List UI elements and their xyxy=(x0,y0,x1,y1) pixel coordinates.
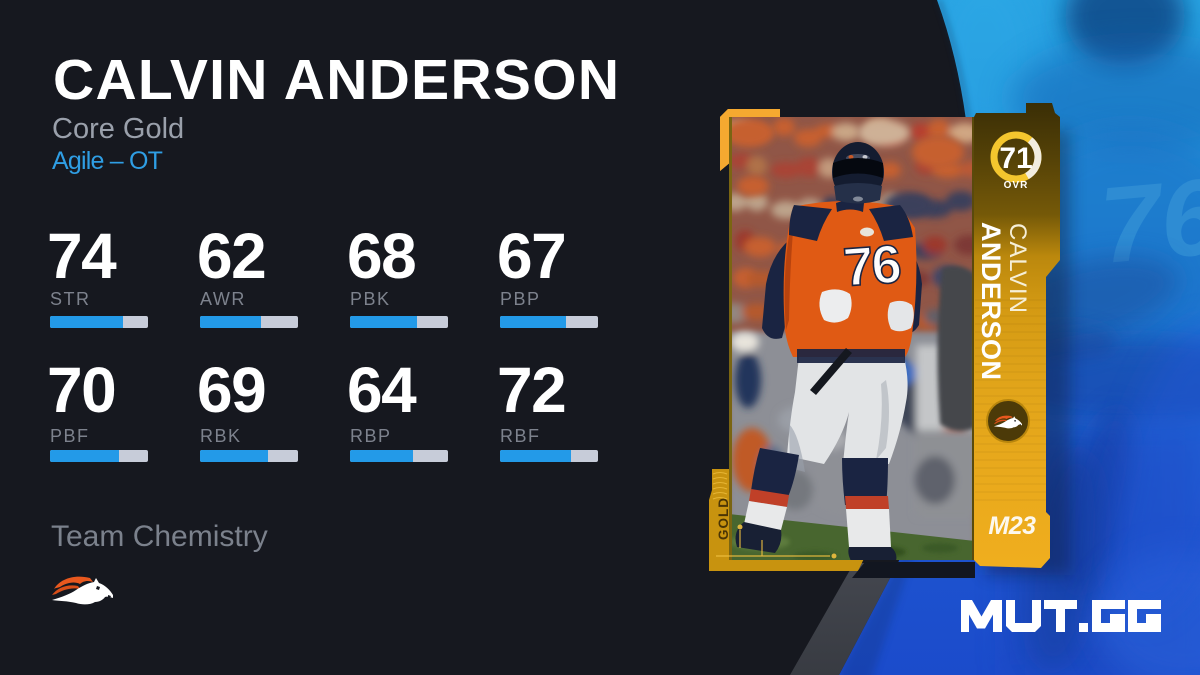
svg-text:GOLD: GOLD xyxy=(716,497,731,540)
svg-text:71: 71 xyxy=(999,142,1032,175)
svg-text:M23: M23 xyxy=(988,512,1036,540)
svg-text:76: 76 xyxy=(841,234,902,298)
svg-text:OVR: OVR xyxy=(1004,180,1029,191)
svg-text:ANDERSON: ANDERSON xyxy=(976,222,1006,381)
svg-text:CALVIN: CALVIN xyxy=(1004,223,1031,314)
